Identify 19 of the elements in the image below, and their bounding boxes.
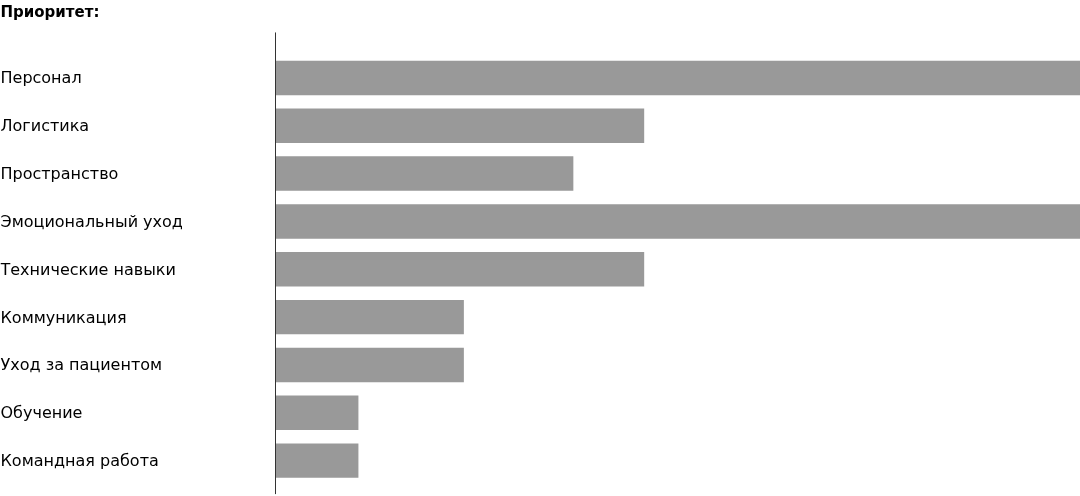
bar	[275, 252, 645, 287]
bar	[275, 156, 574, 191]
bar	[275, 60, 1080, 96]
y-tick-label: Эмоциональный уход	[0, 211, 183, 231]
y-tick-label: Пространство	[0, 164, 119, 184]
bar	[275, 347, 464, 383]
bar	[275, 443, 359, 478]
y-tick-label: Командная работа	[0, 451, 159, 471]
bar	[275, 395, 359, 430]
y-tick-label: Логистика	[0, 116, 90, 136]
text: Приоритет:	[0, 2, 100, 21]
bar	[275, 108, 645, 143]
bar	[275, 299, 464, 335]
y-tick-label: Персонал	[0, 68, 82, 88]
y-tick-label: Технические навыки	[0, 259, 176, 279]
y-tick-label: Уход за пациентом	[0, 355, 163, 375]
bar	[275, 204, 1080, 239]
y-tick-label: Обучение	[0, 403, 83, 423]
y-tick-label: Коммуникация	[0, 307, 127, 327]
